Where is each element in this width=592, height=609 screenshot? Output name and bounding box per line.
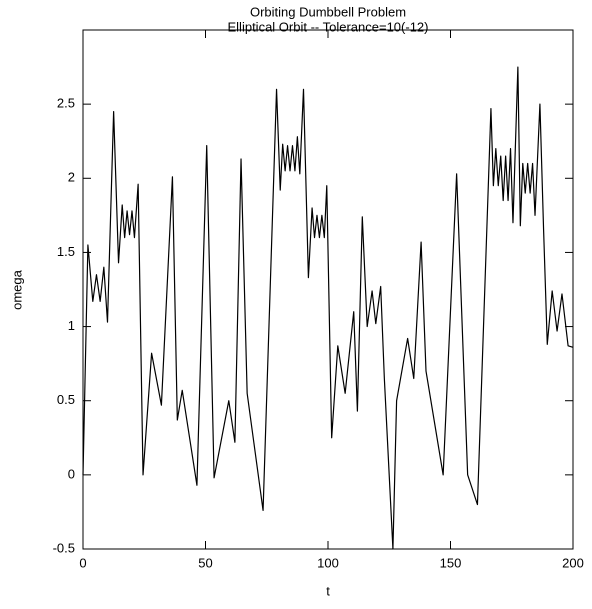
x-tick-label: 100 bbox=[317, 555, 339, 570]
x-axis-label: t bbox=[326, 583, 330, 598]
x-tick-label: 150 bbox=[440, 555, 462, 570]
y-tick-label: 2 bbox=[68, 170, 75, 185]
data-line bbox=[82, 66, 574, 550]
y-tick-label: 1 bbox=[68, 318, 75, 333]
chart-subtitle: Elliptical Orbit -- Tolerance=10(-12) bbox=[228, 19, 429, 34]
y-axis-label: omega bbox=[9, 269, 24, 310]
y-tick-label: 0.5 bbox=[57, 392, 75, 407]
y-tick-label: -0.5 bbox=[53, 540, 75, 555]
y-tick-label: 2.5 bbox=[57, 96, 75, 111]
chart-title: Orbiting Dumbbell Problem bbox=[250, 4, 406, 19]
y-tick-label: 1.5 bbox=[57, 244, 75, 259]
y-tick-label: 0 bbox=[68, 466, 75, 481]
x-tick-label: 200 bbox=[562, 555, 584, 570]
x-tick-label: 50 bbox=[198, 555, 212, 570]
x-tick-label: 0 bbox=[79, 555, 86, 570]
